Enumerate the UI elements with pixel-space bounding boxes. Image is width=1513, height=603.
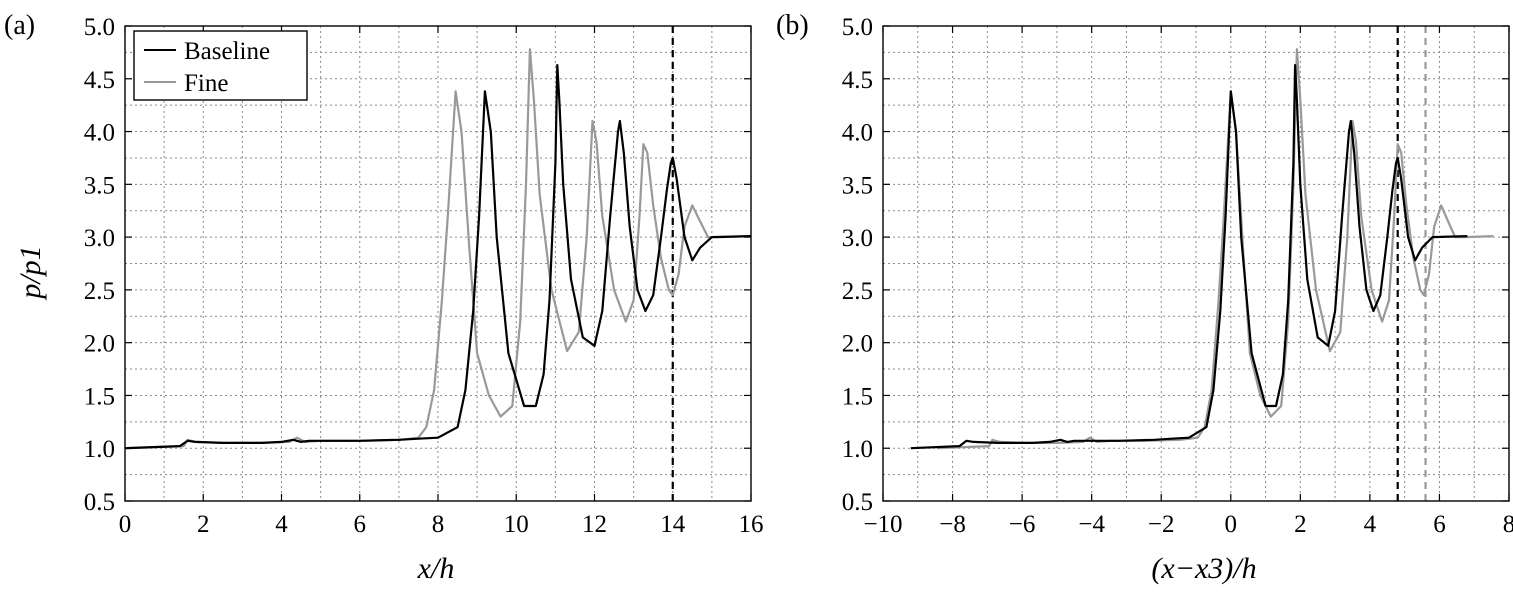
legend-label-fine: Fine	[184, 70, 228, 97]
y-tick-label: 0.5	[842, 489, 873, 516]
y-tick-label: 1.5	[842, 383, 873, 410]
y-tick-label: 3.0	[84, 225, 115, 252]
x-axis-label-a: x/h	[417, 552, 455, 585]
x-tick-label: 2	[197, 511, 210, 538]
x-tick-label: 2	[1294, 511, 1307, 538]
x-tick-label: 0	[119, 511, 132, 538]
y-tick-label: 3.5	[84, 172, 115, 199]
x-tick-label: −6	[1009, 511, 1036, 538]
legend-label-baseline: Baseline	[184, 38, 270, 65]
x-tick-label: 14	[660, 511, 686, 538]
ticks-b	[882, 25, 1510, 502]
y-tick-label: 5.0	[84, 14, 115, 41]
x-tick-label: −8	[939, 511, 966, 538]
y-tick-label: 4.5	[842, 67, 873, 94]
legend-box	[133, 30, 308, 101]
series-a	[124, 48, 752, 450]
x-tick-label: 8	[1503, 511, 1513, 538]
y-tick-label: 4.5	[84, 67, 115, 94]
panel-label-a: (a)	[4, 10, 35, 41]
plot-frame-b	[882, 25, 1510, 502]
x-tick-label: 6	[1433, 511, 1446, 538]
x-tick-label: −10	[863, 511, 902, 538]
x-tick-label: 12	[582, 511, 607, 538]
series-line-baseline	[124, 63, 752, 450]
x-tick-label: 4	[275, 511, 288, 538]
x-tick-labels-b: −10 −8 −6 −4 −2 0 2 4 6 8	[863, 511, 1513, 538]
y-tick-label: 3.5	[842, 172, 873, 199]
vlines-b	[1396, 26, 1427, 501]
y-tick-label: 1.0	[842, 436, 873, 463]
ticks-a	[124, 25, 752, 502]
x-tick-labels-a: 0 2 4 6 8 10 12 14 16	[119, 511, 764, 538]
grid-a	[125, 26, 751, 501]
x-axis-label-b: (x−x3)/h	[1151, 552, 1256, 585]
y-tick-label: 4.0	[84, 120, 115, 147]
grid-b	[883, 26, 1509, 501]
x-tick-label: −2	[1148, 511, 1175, 538]
y-axis-label-a: p/p1	[14, 245, 47, 300]
legend: Baseline Fine	[133, 30, 308, 101]
y-tick-label: 1.5	[84, 383, 115, 410]
y-tick-label: 2.5	[84, 278, 115, 305]
series-b	[910, 48, 1494, 450]
x-tick-label: 6	[354, 511, 367, 538]
chart-panel-a: (a) 0 2 4 6 8 10 12 14 16 0.5 1.0 1.5 2.0 2.5 3.0 3.5 4…	[4, 10, 764, 585]
y-tick-label: 1.0	[84, 436, 115, 463]
y-tick-label: 5.0	[842, 14, 873, 41]
y-tick-label: 2.5	[842, 278, 873, 305]
y-tick-label: 3.0	[842, 225, 873, 252]
y-tick-label: 2.0	[842, 331, 873, 358]
x-tick-label: 8	[432, 511, 445, 538]
y-tick-label: 2.0	[84, 331, 115, 358]
series-line-fine	[124, 48, 752, 450]
y-tick-label: 4.0	[842, 120, 873, 147]
x-tick-label: 4	[1364, 511, 1377, 538]
y-tick-label: 0.5	[84, 489, 115, 516]
series-line-fine	[936, 48, 1494, 450]
y-tick-labels-a: 0.5 1.0 1.5 2.0 2.5 3.0 3.5 4.0 4.5 5.0	[84, 14, 115, 516]
x-tick-label: 10	[504, 511, 529, 538]
x-tick-label: 16	[739, 511, 764, 538]
panel-label-b: (b)	[776, 10, 809, 41]
y-tick-labels-b: 0.5 1.0 1.5 2.0 2.5 3.0 3.5 4.0 4.5 5.0	[842, 14, 873, 516]
chart-panel-b: (b) −10 −8 −6 −4 −2 0 2 4 6 8 0.5 1.0 1.5 2.0 2.5 3.0 3…	[776, 10, 1513, 585]
x-tick-label: −4	[1078, 511, 1105, 538]
series-line-baseline	[910, 63, 1468, 450]
x-tick-label: 0	[1225, 511, 1238, 538]
